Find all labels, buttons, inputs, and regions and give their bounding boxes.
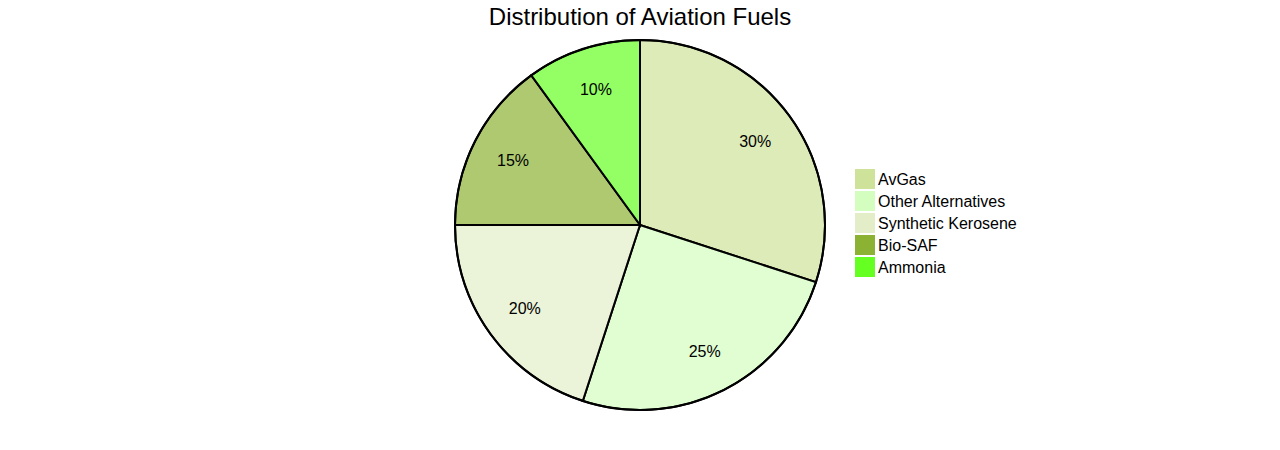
data-labels: 30% 25% 20% 15% 10% [497, 81, 771, 360]
legend-label: Synthetic Kerosene [878, 215, 1017, 232]
legend-swatch [855, 191, 875, 211]
data-label: 30% [739, 133, 771, 150]
legend-swatch [855, 169, 875, 189]
legend-label: Ammonia [878, 259, 946, 276]
chart: Distribution of Aviation Fuels 30% 25% 20% 1… [0, 0, 1280, 450]
legend-swatch [855, 213, 875, 233]
legend: AvGas Other Alternatives Synthetic Kerosen… [855, 169, 1017, 277]
legend-swatch [855, 235, 875, 255]
legend-label: Bio-SAF [878, 237, 938, 254]
slice [531, 40, 640, 225]
data-label: 10% [580, 81, 612, 98]
legend-label: Other Alternatives [878, 193, 1005, 210]
data-label: 15% [497, 152, 529, 169]
data-label: 20% [509, 300, 541, 317]
title: Distribution of Aviation Fuels [489, 3, 791, 30]
legend-label: AvGas [878, 171, 926, 188]
pie-outline [455, 40, 825, 410]
data-label: 25% [689, 343, 721, 360]
slices [455, 40, 825, 410]
slice [455, 225, 640, 401]
legend-swatch [855, 257, 875, 277]
